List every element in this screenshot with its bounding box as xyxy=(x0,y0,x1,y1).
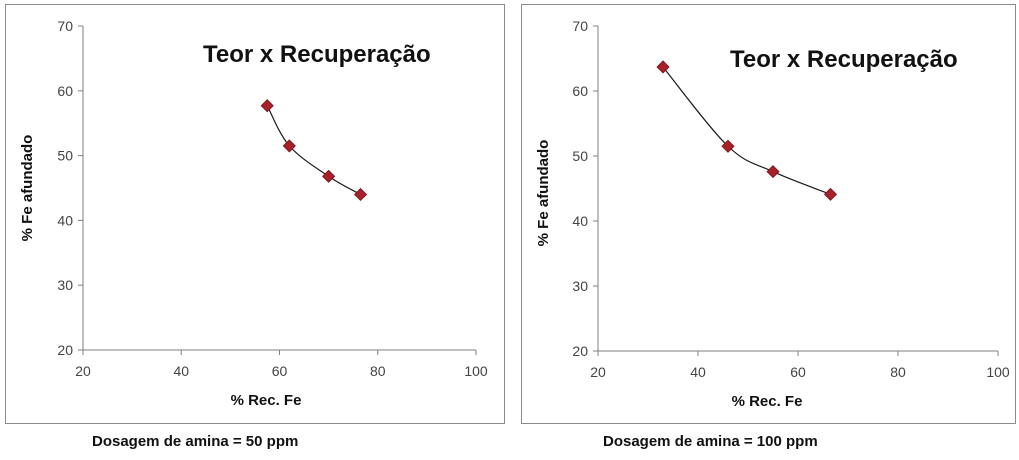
x-tick-label: 100 xyxy=(464,363,488,379)
chart-panel-left: 20 30 40 50 60 70 20 40 60 80 100 Teor x Recuperaçã… xyxy=(5,4,505,424)
y-tick-label: 20 xyxy=(57,342,73,358)
y-tick-label: 50 xyxy=(57,148,73,164)
x-tick-label: 80 xyxy=(370,363,386,379)
data-point-marker xyxy=(823,187,838,201)
y-tick-label: 70 xyxy=(572,18,588,34)
x-tick-label: 40 xyxy=(690,364,706,380)
y-tick-label: 20 xyxy=(572,343,588,359)
data-point-marker xyxy=(322,169,336,183)
x-axis-label: % Rec. Fe xyxy=(732,393,803,410)
y-axis-label: % Fe afundado xyxy=(535,140,552,247)
x-tick-label: 20 xyxy=(590,364,606,380)
x-tick-label: 80 xyxy=(890,364,906,380)
y-tick-label: 40 xyxy=(572,213,588,229)
data-point-marker xyxy=(282,139,296,153)
y-tick-label: 60 xyxy=(57,83,73,99)
data-point-marker xyxy=(656,60,670,74)
caption-left: Dosagem de amina = 50 ppm xyxy=(92,433,299,450)
chart-right: 20 30 40 50 60 70 20 40 60 80 100 Teor x Recuperaçã… xyxy=(535,18,1010,410)
data-point-marker xyxy=(721,139,735,153)
y-tick-label: 60 xyxy=(572,83,588,99)
x-tick-label: 20 xyxy=(75,363,91,379)
y-tick-label: 30 xyxy=(572,278,588,294)
y-tick-label: 50 xyxy=(572,148,588,164)
data-point-marker xyxy=(260,99,274,113)
series-line xyxy=(662,66,831,195)
x-axis-label: % Rec. Fe xyxy=(231,392,302,409)
x-tick-label: 60 xyxy=(790,364,806,380)
y-tick-label: 40 xyxy=(57,212,73,228)
chart-panel-right: 20 30 40 50 60 70 20 40 60 80 100 Teor x Recuperaçã… xyxy=(521,4,1016,424)
y-tick-label: 30 xyxy=(57,277,73,293)
data-point-marker xyxy=(353,187,368,202)
chart-title: Teor x Recuperação xyxy=(203,41,431,68)
caption-right: Dosagem de amina = 100 ppm xyxy=(603,433,818,450)
data-point-marker xyxy=(766,165,780,179)
x-tick-label: 100 xyxy=(986,364,1010,380)
y-axis-label: % Fe afundado xyxy=(19,135,36,242)
x-tick-label: 60 xyxy=(272,363,288,379)
chart-left: 20 30 40 50 60 70 20 40 60 80 100 Teor x Recuperaçã… xyxy=(19,18,488,409)
x-tick-label: 40 xyxy=(173,363,189,379)
chart-title: Teor x Recuperação xyxy=(730,46,958,73)
series-line xyxy=(266,105,361,196)
y-tick-label: 70 xyxy=(57,18,73,34)
